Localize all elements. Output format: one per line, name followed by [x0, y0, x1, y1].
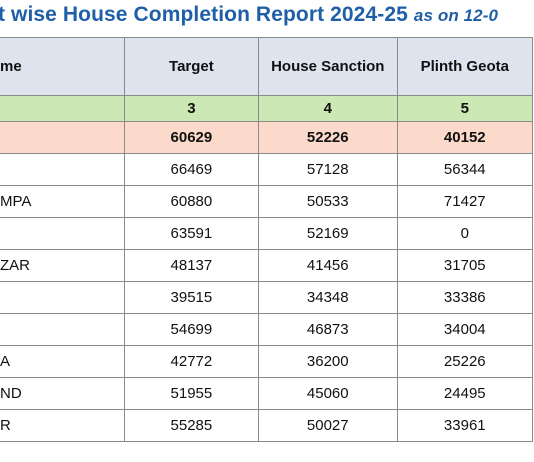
- plinth-geotag-cell: 56344: [396, 153, 534, 186]
- total-cell: 60629: [123, 121, 259, 154]
- column-number-cell: 4: [257, 95, 398, 122]
- header-name: me: [0, 37, 125, 96]
- district-name-cell: ND: [0, 377, 125, 410]
- target-cell: 55285: [123, 409, 259, 442]
- district-name-cell: [0, 281, 125, 314]
- report-title: t wise House Completion Report 2024-25 as…: [0, 3, 498, 27]
- total-cell: [0, 121, 125, 154]
- target-cell: 51955: [123, 377, 259, 410]
- house-sanction-cell: 46873: [257, 313, 398, 346]
- plinth-geotag-cell: 33386: [396, 281, 534, 314]
- house-sanction-cell: 52169: [257, 217, 398, 250]
- house-sanction-cell: 50027: [257, 409, 398, 442]
- district-name-cell: [0, 313, 125, 346]
- target-cell: 66469: [123, 153, 259, 186]
- report-title-date: as on 12-0: [413, 6, 499, 25]
- table-row: ND 51955 45060 24495: [0, 377, 534, 410]
- completion-table: me Target House Sanction Plinth Geota 3 …: [0, 37, 534, 442]
- table-row: 39515 34348 33386: [0, 281, 534, 314]
- header-plinth-geotag: Plinth Geota: [396, 37, 534, 96]
- district-name-cell: A: [0, 345, 125, 378]
- header-house-sanction: House Sanction: [257, 37, 398, 96]
- district-name-cell: R: [0, 409, 125, 442]
- column-number-cell: 5: [396, 95, 534, 122]
- plinth-geotag-cell: 34004: [396, 313, 534, 346]
- target-cell: 60880: [123, 185, 259, 218]
- plinth-geotag-cell: 71427: [396, 185, 534, 218]
- total-row: 60629 52226 40152: [0, 121, 534, 154]
- district-name-cell: [0, 153, 125, 186]
- column-number-row: 3 4 5: [0, 95, 534, 122]
- plinth-geotag-cell: 33961: [396, 409, 534, 442]
- table-row: 63591 52169 0: [0, 217, 534, 250]
- total-cell: 52226: [257, 121, 398, 154]
- table-row: 54699 46873 34004: [0, 313, 534, 346]
- district-name-cell: [0, 217, 125, 250]
- target-cell: 48137: [123, 249, 259, 282]
- table-row: R 55285 50027 33961: [0, 409, 534, 442]
- house-sanction-cell: 36200: [257, 345, 398, 378]
- plinth-geotag-cell: 31705: [396, 249, 534, 282]
- header-target: Target: [123, 37, 259, 96]
- house-sanction-cell: 45060: [257, 377, 398, 410]
- plinth-geotag-cell: 24495: [396, 377, 534, 410]
- house-sanction-cell: 41456: [257, 249, 398, 282]
- header-row: me Target House Sanction Plinth Geota: [0, 37, 534, 96]
- house-sanction-cell: 50533: [257, 185, 398, 218]
- table-row: MPA 60880 50533 71427: [0, 185, 534, 218]
- total-cell: 40152: [396, 121, 534, 154]
- table-row: 66469 57128 56344: [0, 153, 534, 186]
- district-name-cell: MPA: [0, 185, 125, 218]
- target-cell: 54699: [123, 313, 259, 346]
- table-row: ZAR 48137 41456 31705: [0, 249, 534, 282]
- plinth-geotag-cell: 0: [396, 217, 534, 250]
- target-cell: 39515: [123, 281, 259, 314]
- column-number-cell: 3: [123, 95, 259, 122]
- report-title-main: t wise House Completion Report 2024-25: [0, 3, 408, 26]
- column-number-cell: [0, 95, 125, 122]
- plinth-geotag-cell: 25226: [396, 345, 534, 378]
- target-cell: 63591: [123, 217, 259, 250]
- target-cell: 42772: [123, 345, 259, 378]
- table-row: A 42772 36200 25226: [0, 345, 534, 378]
- house-sanction-cell: 34348: [257, 281, 398, 314]
- district-name-cell: ZAR: [0, 249, 125, 282]
- report-title-bar: t wise House Completion Report 2024-25 as…: [0, 0, 534, 36]
- house-sanction-cell: 57128: [257, 153, 398, 186]
